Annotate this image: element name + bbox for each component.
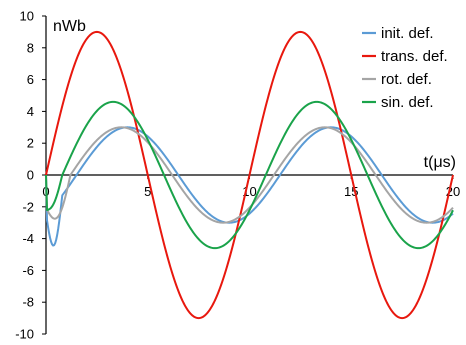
y-tick-label: 0 (27, 168, 34, 183)
y-tick-label: -4 (22, 231, 34, 246)
series-line-1 (45, 126, 454, 247)
y-tick-label: 6 (27, 72, 34, 87)
y-axis-title: nWb (53, 18, 86, 35)
y-tick-label: -10 (15, 327, 34, 342)
legend: init. def. trans. def. rot. def. sin. def. (362, 25, 448, 111)
y-tick-label: 10 (20, 9, 34, 24)
legend-label: init. def. (381, 25, 434, 42)
series (45, 30, 454, 320)
y-tick-label: -2 (22, 199, 34, 214)
y-tick-label: 8 (27, 40, 34, 55)
series-line-2 (45, 30, 454, 320)
y-tick-label: 2 (27, 136, 34, 151)
legend-label: rot. def. (381, 71, 432, 88)
legend-label: trans. def. (381, 48, 448, 65)
y-tick-label: 4 (27, 104, 34, 119)
y-tick-label: -8 (22, 295, 34, 310)
x-axis-title: t(μs) (424, 154, 456, 171)
series-line-4 (45, 100, 454, 250)
legend-label: sin. def. (381, 94, 434, 111)
series-line-3 (45, 126, 454, 224)
y-tick-label: -6 (22, 263, 34, 278)
x-tick-label: 5 (144, 184, 151, 199)
